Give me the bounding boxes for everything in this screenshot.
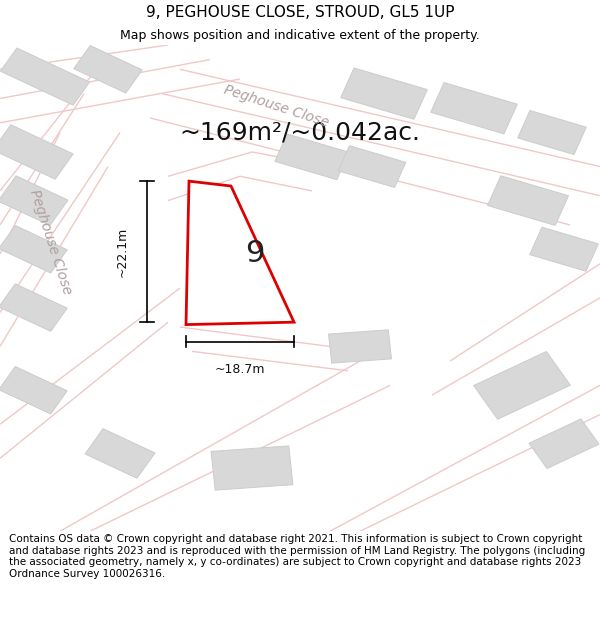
Polygon shape [186,181,294,324]
Bar [431,82,517,134]
Bar [341,68,427,119]
Text: ~169m²/~0.042ac.: ~169m²/~0.042ac. [179,121,421,144]
Bar [329,330,391,363]
Bar [0,284,67,331]
Text: 9, PEGHOUSE CLOSE, STROUD, GL5 1UP: 9, PEGHOUSE CLOSE, STROUD, GL5 1UP [146,4,454,19]
Bar [74,46,142,93]
Bar [0,226,67,273]
Bar [0,176,68,226]
Bar [473,351,571,419]
Bar [518,111,586,154]
Bar [275,134,349,180]
Bar [211,446,293,490]
Bar [1,48,89,105]
Text: Peghouse Close: Peghouse Close [222,82,330,129]
Text: Map shows position and indicative extent of the property.: Map shows position and indicative extent… [120,29,480,42]
Text: ~22.1m: ~22.1m [116,226,129,277]
Bar [529,419,599,469]
Bar [338,146,406,188]
Bar [85,429,155,478]
Text: ~18.7m: ~18.7m [215,364,265,376]
Bar [530,228,598,271]
Text: Contains OS data © Crown copyright and database right 2021. This information is : Contains OS data © Crown copyright and d… [9,534,585,579]
Bar [488,176,568,226]
Text: 9: 9 [245,239,265,268]
Bar [0,125,73,179]
Text: Peghouse Close: Peghouse Close [28,188,74,296]
Bar [0,366,67,414]
